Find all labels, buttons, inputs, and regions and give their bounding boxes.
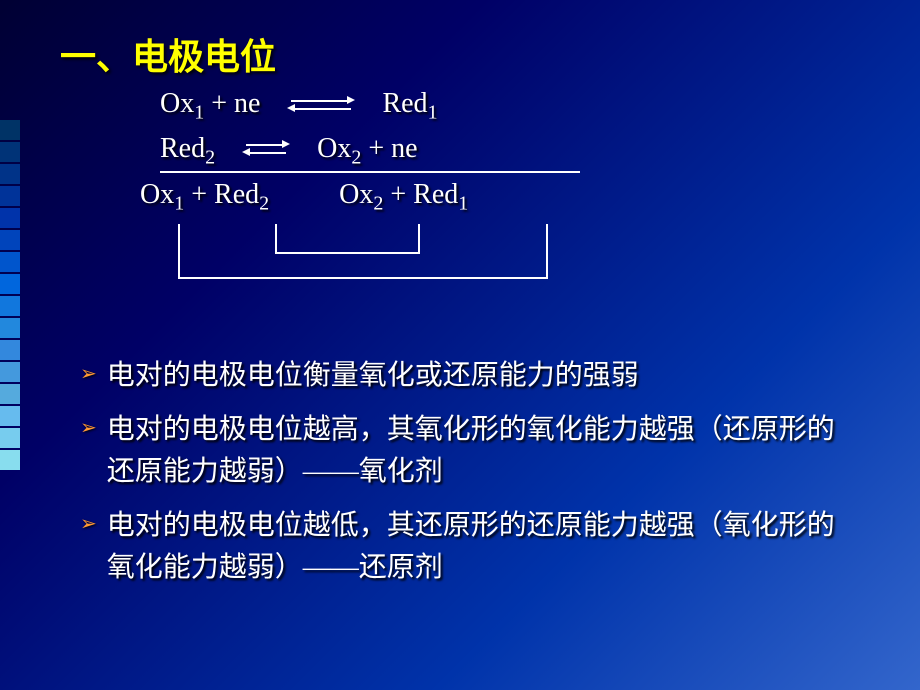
side-square (0, 120, 20, 140)
outer-bracket (178, 224, 548, 279)
eq3-sub2: 2 (259, 193, 269, 215)
equation-line-3: Ox1 + Red2 Ox2 + Red1 (140, 179, 660, 216)
equation-line-1: Ox1 + ne Red1 (160, 88, 660, 125)
side-square (0, 274, 20, 294)
eq3-plus2: + (383, 179, 413, 210)
slide-title: 一、电极电位 (60, 28, 276, 80)
bullet-arrow-icon: ➢ (80, 415, 97, 440)
side-square (0, 164, 20, 184)
side-square (0, 142, 20, 162)
bullet-text: 电对的电极电位越高，其氧化形的氧化能力越强（还原形的还原能力越弱）——氧化剂 (107, 409, 860, 493)
eq1-red-sub: 1 (428, 102, 438, 124)
side-square (0, 318, 20, 338)
eq2-red: Red (160, 133, 205, 164)
side-square (0, 252, 20, 272)
eq1-red: Red (382, 88, 427, 119)
bullet-item: ➢ 电对的电极电位越低，其还原形的还原能力越强（氧化形的氧化能力越弱）——还原剂 (80, 505, 860, 589)
side-square (0, 296, 20, 316)
side-square (0, 362, 20, 382)
side-square (0, 208, 20, 228)
eq3-red1: Red (413, 179, 458, 210)
side-square (0, 186, 20, 206)
eq3-plus1: + (184, 179, 214, 210)
side-square (0, 230, 20, 250)
side-square (0, 428, 20, 448)
eq3-sub1: 1 (174, 193, 184, 215)
bullet-text: 电对的电极电位衡量氧化或还原能力的强弱 (107, 355, 639, 397)
bullet-text: 电对的电极电位越低，其还原形的还原能力越强（氧化形的氧化能力越弱）——还原剂 (107, 505, 860, 589)
side-square (0, 406, 20, 426)
eq3-sub3: 2 (373, 193, 383, 215)
equation-line-2: Red2 Ox2 + ne (160, 133, 660, 170)
eq3-gap (269, 179, 339, 210)
side-square (0, 340, 20, 360)
side-square (0, 450, 20, 470)
equation-block: Ox1 + ne Red1 Red2 Ox2 + ne Ox1 + Red2 O… (160, 88, 660, 294)
eq2-ox: Ox (317, 133, 351, 164)
bullet-arrow-icon: ➢ (80, 361, 97, 386)
bullet-item: ➢ 电对的电极电位衡量氧化或还原能力的强弱 (80, 355, 860, 397)
eq3-red2: Red (214, 179, 259, 210)
side-square (0, 384, 20, 404)
eq1-ox: Ox (160, 88, 194, 119)
eq2-end: + ne (361, 133, 417, 164)
bracket-diagram (160, 224, 660, 294)
eq3-ox2: Ox (339, 179, 373, 210)
eq1-mid: + ne (204, 88, 260, 119)
decorative-side-squares (0, 120, 20, 472)
eq1-ox-sub: 1 (194, 102, 204, 124)
eq3-sub4: 1 (458, 193, 468, 215)
eq2-red-sub: 2 (205, 146, 215, 168)
bullet-list: ➢ 电对的电极电位衡量氧化或还原能力的强弱 ➢ 电对的电极电位越高，其氧化形的氧化能力… (80, 355, 860, 601)
eq3-ox1: Ox (140, 179, 174, 210)
eq2-ox-sub: 2 (351, 146, 361, 168)
bullet-arrow-icon: ➢ (80, 511, 97, 536)
bullet-item: ➢ 电对的电极电位越高，其氧化形的氧化能力越强（还原形的还原能力越弱）——氧化剂 (80, 409, 860, 493)
equation-divider (160, 171, 580, 173)
